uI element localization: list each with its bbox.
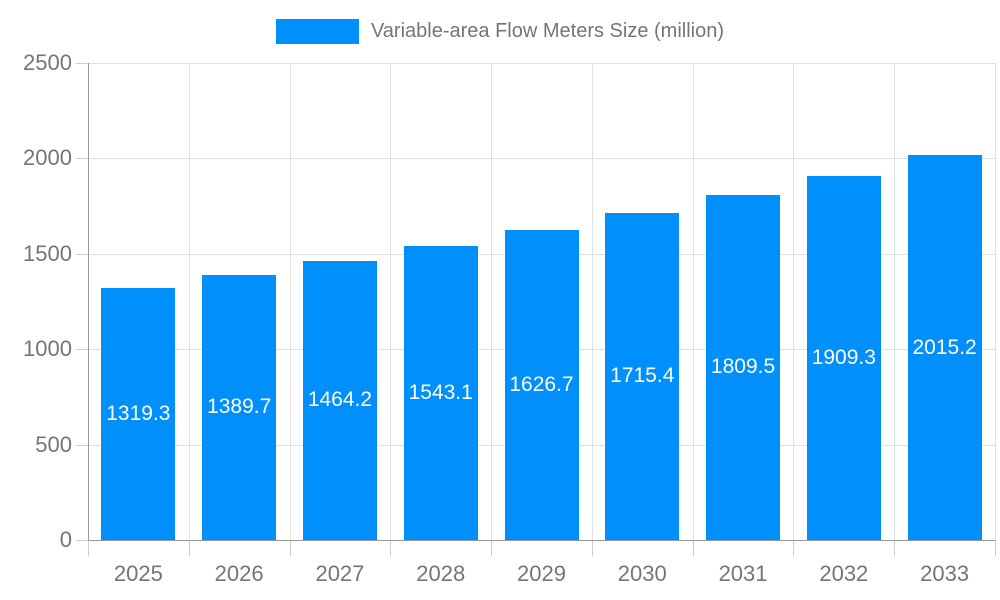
bar-value-label: 1464.2 bbox=[307, 388, 373, 412]
legend-swatch bbox=[275, 19, 359, 44]
y-axis-tick bbox=[76, 540, 88, 541]
x-axis-tick bbox=[591, 540, 593, 556]
x-tick-label: 2033 bbox=[920, 561, 970, 586]
bar[interactable] bbox=[706, 194, 781, 540]
x-axis-tick bbox=[88, 540, 89, 556]
legend-item[interactable]: Variable-area Flow Meters Size (million) bbox=[275, 19, 725, 44]
bar-value-label: 1319.3 bbox=[106, 402, 171, 426]
x-axis-tick bbox=[491, 540, 493, 556]
x-axis-tick bbox=[289, 540, 291, 556]
y-axis-tick bbox=[76, 63, 88, 64]
bar[interactable] bbox=[806, 175, 881, 540]
x-tick-label: 2027 bbox=[315, 561, 365, 586]
gridline-vertical bbox=[995, 63, 996, 540]
y-tick-label: 2000 bbox=[23, 145, 72, 171]
x-axis-tick bbox=[995, 540, 996, 556]
y-axis-tick bbox=[76, 158, 88, 160]
x-axis-line bbox=[88, 540, 995, 541]
x-tick-label: 2026 bbox=[214, 561, 264, 586]
y-tick-label: 1500 bbox=[23, 240, 72, 266]
x-tick-label: 2032 bbox=[819, 561, 869, 586]
y-axis-tick bbox=[76, 444, 88, 446]
x-axis-tick bbox=[894, 540, 896, 556]
y-tick-label: 2500 bbox=[23, 50, 72, 75]
y-tick-label: 1000 bbox=[23, 336, 72, 362]
bar-value-label: 1715.4 bbox=[610, 364, 675, 388]
bar-value-label: 1543.1 bbox=[408, 380, 473, 404]
x-tick-label: 2028 bbox=[416, 561, 466, 586]
gridline-vertical bbox=[491, 63, 493, 540]
bar[interactable] bbox=[907, 155, 982, 540]
gridline-vertical bbox=[289, 63, 291, 540]
legend-label: Variable-area Flow Meters Size (million) bbox=[370, 20, 725, 42]
gridline-vertical bbox=[692, 63, 694, 540]
y-tick-label: 500 bbox=[35, 431, 72, 457]
bar[interactable] bbox=[605, 212, 680, 540]
chart-legend: Variable-area Flow Meters Size (million) bbox=[0, 19, 1000, 44]
gridline-vertical bbox=[188, 63, 190, 540]
y-axis-tick bbox=[76, 253, 88, 255]
gridline-horizontal bbox=[88, 158, 995, 160]
gridline-horizontal bbox=[88, 63, 995, 64]
x-tick-label: 2030 bbox=[617, 561, 667, 586]
x-axis-tick bbox=[692, 540, 694, 556]
x-tick-label: 2029 bbox=[517, 561, 566, 586]
x-axis-tick bbox=[390, 540, 392, 556]
x-axis-tick bbox=[188, 540, 190, 556]
x-axis-tick bbox=[793, 540, 795, 556]
gridline-vertical bbox=[591, 63, 593, 540]
bar[interactable] bbox=[202, 274, 277, 540]
gridline-vertical bbox=[894, 63, 896, 540]
y-tick-label: 0 bbox=[59, 527, 72, 552]
bar-value-label: 1909.3 bbox=[811, 345, 876, 369]
x-tick-label: 2031 bbox=[718, 561, 768, 586]
bar[interactable] bbox=[101, 288, 176, 540]
bar-value-label: 1809.5 bbox=[710, 355, 776, 379]
y-axis-tick bbox=[76, 349, 88, 351]
bar[interactable] bbox=[302, 260, 377, 540]
bar-value-label: 1626.7 bbox=[509, 372, 574, 396]
gridline-vertical bbox=[793, 63, 795, 540]
bar[interactable] bbox=[504, 229, 579, 540]
y-axis-line bbox=[88, 63, 89, 541]
bar-value-label: 2015.2 bbox=[912, 335, 977, 359]
bar-value-label: 1389.7 bbox=[207, 395, 272, 419]
x-tick-label: 2025 bbox=[113, 561, 163, 586]
bar[interactable] bbox=[403, 245, 478, 540]
gridline-vertical bbox=[390, 63, 392, 540]
